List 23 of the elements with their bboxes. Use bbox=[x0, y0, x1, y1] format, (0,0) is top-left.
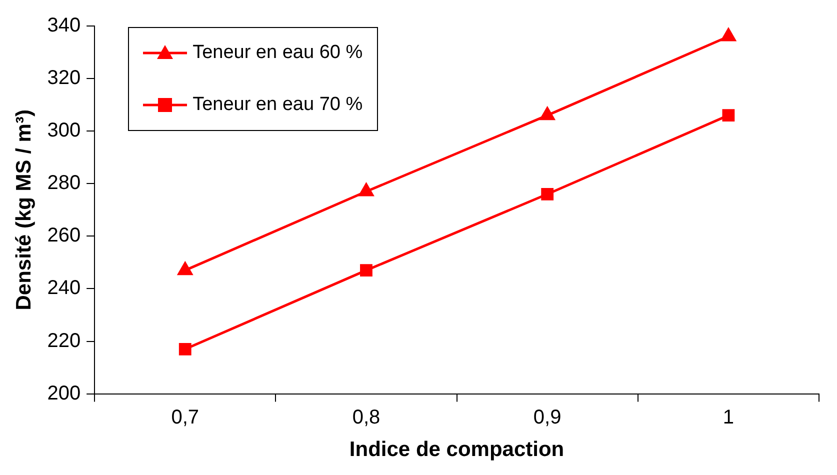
y-tick-label: 220 bbox=[47, 330, 81, 352]
y-tick-label: 280 bbox=[47, 172, 81, 194]
x-tick-label: 0,9 bbox=[533, 406, 562, 428]
legend-label: Teneur en eau 60 % bbox=[192, 42, 363, 64]
point bbox=[360, 264, 372, 277]
y-tick-label: 200 bbox=[47, 382, 81, 404]
x-tick-label: 0,7 bbox=[171, 406, 200, 428]
y-tick-label: 320 bbox=[47, 67, 81, 90]
y-tick-label: 260 bbox=[47, 224, 81, 247]
y-tick-label: 340 bbox=[47, 14, 81, 37]
point bbox=[178, 262, 192, 276]
y-tick-label: 240 bbox=[47, 277, 81, 300]
point bbox=[178, 342, 192, 356]
x-tick-label: 1 bbox=[722, 406, 734, 428]
legend-label: Teneur en eau 70 % bbox=[192, 94, 363, 116]
x-tick-label: 0,8 bbox=[352, 406, 380, 428]
point bbox=[721, 28, 736, 42]
point bbox=[358, 183, 374, 196]
x-axis-title: Indice de compaction bbox=[349, 438, 564, 462]
y-axis-title: Densité (kg MS / m³) bbox=[12, 110, 36, 310]
point bbox=[541, 188, 554, 200]
y-tick-label: 300 bbox=[47, 120, 81, 142]
point bbox=[540, 107, 555, 120]
